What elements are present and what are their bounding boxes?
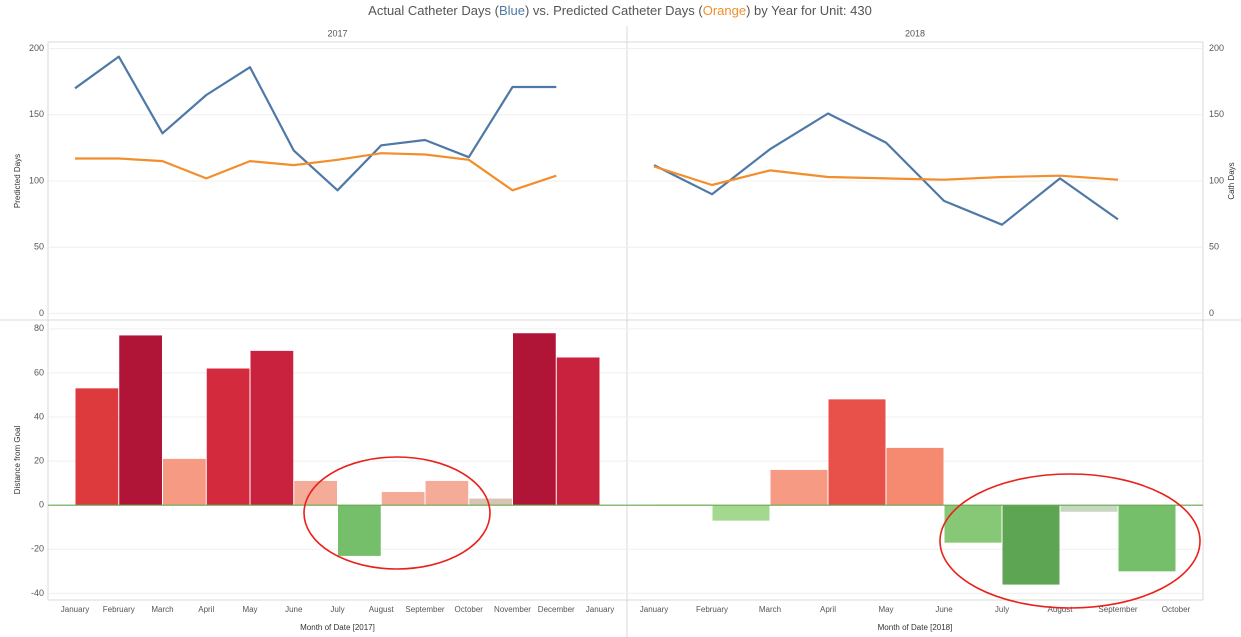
y2-tick-label: 50 xyxy=(1209,242,1219,252)
x-tick-label: March xyxy=(759,605,781,614)
y2-tick-label: 200 xyxy=(1209,43,1224,53)
x-tick-label: July xyxy=(330,605,344,614)
bar xyxy=(163,458,206,506)
bar xyxy=(294,480,337,506)
bar xyxy=(513,333,556,506)
x-tick-label: May xyxy=(242,605,257,614)
bar xyxy=(250,350,294,506)
line-series xyxy=(74,55,557,192)
y-tick-label: 50 xyxy=(34,242,44,252)
bar xyxy=(770,469,828,506)
x-tick-label: March xyxy=(151,605,173,614)
chart-title: Actual Catheter Days (Blue) vs. Predicte… xyxy=(368,3,872,18)
line-series xyxy=(653,112,1119,226)
x-tick-label: January xyxy=(61,605,89,614)
title-part: Blue xyxy=(499,3,525,18)
y2-tick-label: 100 xyxy=(1209,175,1224,185)
annotation-circle xyxy=(939,473,1201,609)
y2-tick-label: 150 xyxy=(1209,109,1224,119)
y-tick-label: -40 xyxy=(31,588,44,598)
bar xyxy=(75,388,119,506)
x-tick-label: February xyxy=(696,605,728,614)
panel-title: 2018 xyxy=(905,28,925,38)
x-tick-label: April xyxy=(198,605,214,614)
y-tick-label: -20 xyxy=(31,544,44,554)
y2-axis-label: Cath Days xyxy=(1227,162,1236,199)
bar xyxy=(1060,505,1118,512)
annotation-circle xyxy=(303,456,491,570)
bar xyxy=(119,335,162,506)
x-tick-label: November xyxy=(494,605,531,614)
line-series xyxy=(653,165,1119,187)
x-tick-label: September xyxy=(405,605,444,614)
x-tick-label: August xyxy=(1048,605,1074,614)
x-tick-label: May xyxy=(878,605,893,614)
y-tick-label: 20 xyxy=(34,455,44,465)
x-axis-label: Month of Date [2018] xyxy=(878,623,953,632)
bar xyxy=(338,505,381,556)
y-axis-label: Predicted Days xyxy=(13,154,22,208)
y-tick-label: 40 xyxy=(34,411,44,421)
y-tick-label: 150 xyxy=(29,109,44,119)
x-tick-label: October xyxy=(455,605,484,614)
x-tick-label: April xyxy=(820,605,836,614)
y-tick-label: 0 xyxy=(39,500,44,510)
bar xyxy=(828,399,886,506)
y-axis-label: Distance from Goal xyxy=(13,426,22,495)
y-tick-label: 100 xyxy=(29,175,44,185)
y-tick-label: 200 xyxy=(29,43,44,53)
bar xyxy=(886,447,944,506)
title-part: Actual Catheter Days ( xyxy=(368,3,499,18)
line-series xyxy=(75,152,557,192)
bar xyxy=(1002,505,1060,585)
bar xyxy=(425,480,469,506)
x-tick-label: September xyxy=(1098,605,1137,614)
bar xyxy=(712,505,770,521)
x-tick-label: January xyxy=(586,605,614,614)
y-tick-label: 0 xyxy=(39,308,44,318)
x-tick-label: June xyxy=(935,605,953,614)
x-tick-label: August xyxy=(369,605,395,614)
bar xyxy=(381,491,425,506)
title-part: Orange xyxy=(703,3,746,18)
x-tick-label: July xyxy=(995,605,1009,614)
bar xyxy=(206,368,250,506)
bar xyxy=(1118,505,1176,572)
x-tick-label: January xyxy=(640,605,668,614)
x-axis-label: Month of Date [2017] xyxy=(300,623,375,632)
panel-title: 2017 xyxy=(327,28,347,38)
bar xyxy=(556,357,600,506)
x-tick-label: December xyxy=(538,605,575,614)
y2-tick-label: 0 xyxy=(1209,308,1214,318)
y-tick-label: 60 xyxy=(34,367,44,377)
bar xyxy=(469,498,512,506)
title-part: ) vs. Predicted Catheter Days ( xyxy=(525,3,703,18)
y-tick-label: 80 xyxy=(34,323,44,333)
x-tick-label: October xyxy=(1162,605,1191,614)
x-tick-label: June xyxy=(285,605,303,614)
x-tick-label: February xyxy=(103,605,135,614)
title-part: ) by Year for Unit: 430 xyxy=(746,3,872,18)
